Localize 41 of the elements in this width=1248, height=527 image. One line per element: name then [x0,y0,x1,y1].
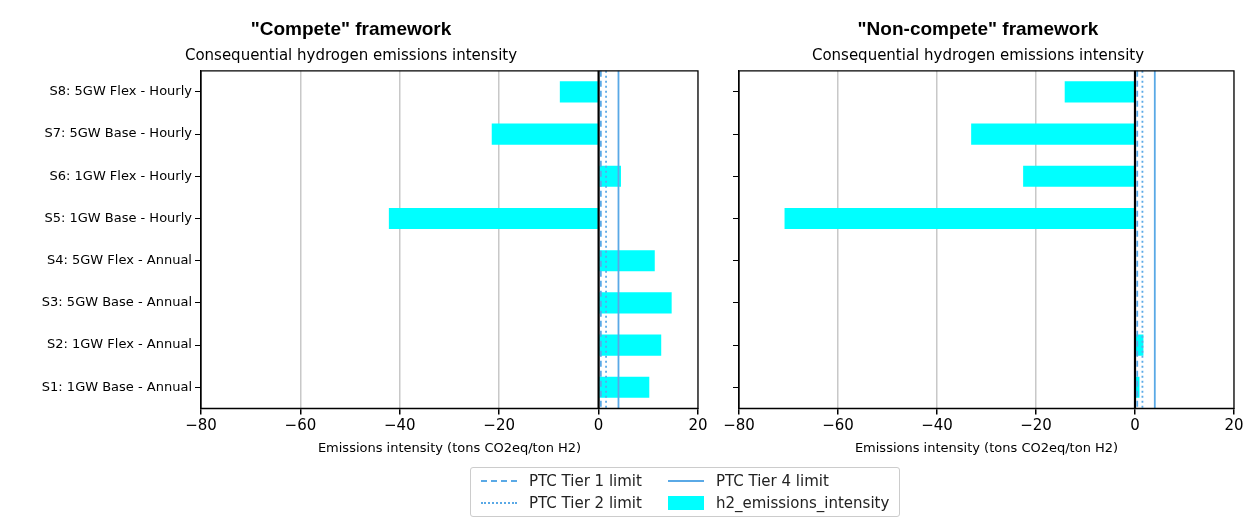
bar [388,207,598,230]
legend-label: h2_emissions_intensity [715,494,890,512]
x-axis-title: Emissions intensity (tons CO2eq/ton H2) [317,439,582,455]
x-tick-label: −60 [822,416,854,435]
chart-title: "Compete" framework [250,17,452,39]
legend-label: PTC Tier 2 limit [529,494,642,512]
y-tick-label: S8: 5GW Flex - Hourly [49,83,193,99]
x-tick-label: 20 [1224,416,1244,435]
x-tick-label: 0 [593,416,604,435]
x-tick-label: −20 [483,416,516,435]
y-tick-label: S6: 1GW Flex - Hourly [49,167,193,183]
bar [599,376,650,398]
bar [971,123,1135,145]
bar [491,123,598,145]
bar [784,207,1135,230]
x-tick-label: −80 [723,416,755,435]
legend-label: PTC Tier 1 limit [529,472,642,490]
x-axis-title: Emissions intensity (tons CO2eq/ton H2) [854,439,1119,455]
y-tick-label: S1: 1GW Base - Annual [41,378,192,394]
y-tick-label: S2: 1GW Flex - Annual [46,336,192,352]
chart-title: "Non-compete" framework [857,17,1099,39]
bar [599,292,672,314]
y-tick-label: S3: 5GW Base - Annual [41,294,192,310]
bar [599,250,655,272]
bar [599,334,662,356]
bar [559,81,598,103]
chart-subtitle: Consequential hydrogen emissions intensity [811,45,1145,64]
x-tick-label: −40 [383,416,416,435]
x-tick-label: 0 [1130,416,1140,435]
y-tick-label: S4: 5GW Flex - Annual [46,252,192,268]
chart-subtitle: Consequential hydrogen emissions intensity [184,45,518,64]
x-tick-label: −80 [185,416,217,435]
x-tick-label: 20 [688,416,708,435]
legend-label: PTC Tier 4 limit [715,472,829,490]
x-tick-label: −20 [1020,416,1052,435]
x-tick-label: −60 [284,416,317,435]
bar [1064,81,1135,103]
bar [1023,165,1135,187]
x-tick-label: −40 [921,416,953,435]
y-tick-label: S7: 5GW Base - Hourly [44,125,193,141]
y-tick-label: S5: 1GW Base - Hourly [44,209,193,225]
